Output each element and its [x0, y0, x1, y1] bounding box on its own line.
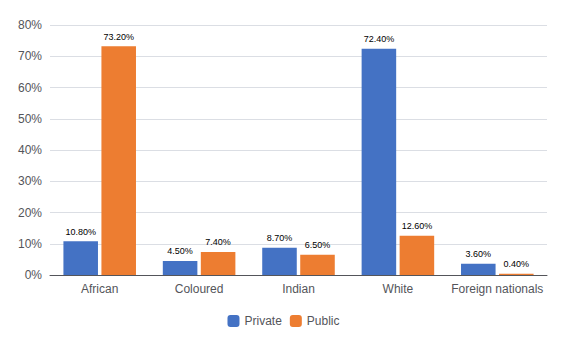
svg-text:20%: 20%	[18, 206, 42, 220]
svg-text:50%: 50%	[18, 112, 42, 126]
svg-text:60%: 60%	[18, 81, 42, 95]
svg-text:10.80%: 10.80%	[65, 227, 96, 237]
svg-text:Indian: Indian	[282, 282, 315, 296]
svg-text:Private: Private	[244, 314, 282, 328]
svg-text:30%: 30%	[18, 174, 42, 188]
svg-text:80%: 80%	[18, 18, 42, 32]
svg-text:6.50%: 6.50%	[305, 240, 331, 250]
svg-text:8.70%: 8.70%	[267, 233, 293, 243]
svg-text:70%: 70%	[18, 49, 42, 63]
svg-text:40%: 40%	[18, 143, 42, 157]
svg-text:12.60%: 12.60%	[402, 221, 433, 231]
svg-text:Foreign nationals: Foreign nationals	[451, 282, 543, 296]
svg-text:10%: 10%	[18, 237, 42, 251]
svg-text:White: White	[383, 282, 414, 296]
svg-text:Public: Public	[307, 314, 340, 328]
svg-text:73.20%: 73.20%	[103, 32, 134, 42]
svg-text:72.40%: 72.40%	[364, 34, 395, 44]
svg-text:3.60%: 3.60%	[466, 249, 492, 259]
svg-text:African: African	[81, 282, 118, 296]
svg-text:4.50%: 4.50%	[167, 246, 193, 256]
svg-text:7.40%: 7.40%	[205, 237, 231, 247]
svg-text:0.40%: 0.40%	[504, 259, 530, 269]
svg-text:0%: 0%	[25, 268, 43, 282]
svg-text:Coloured: Coloured	[175, 282, 224, 296]
